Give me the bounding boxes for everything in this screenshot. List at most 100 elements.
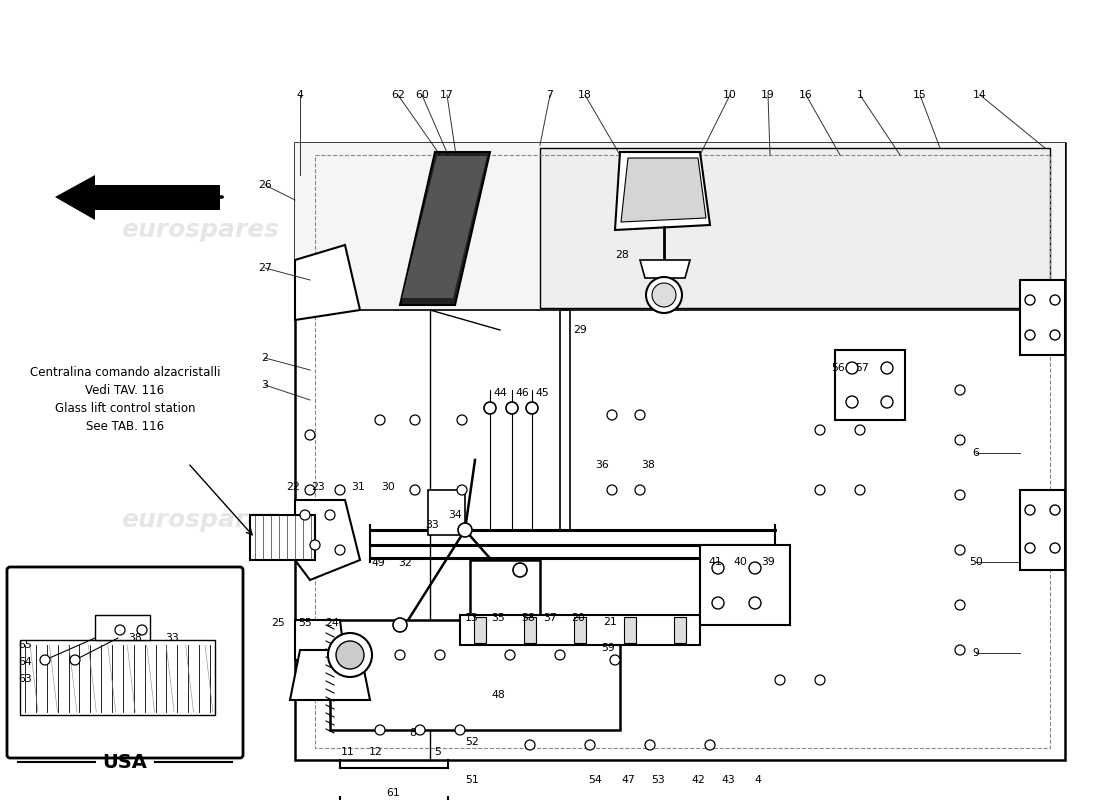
Circle shape bbox=[1025, 330, 1035, 340]
Circle shape bbox=[395, 650, 405, 660]
Text: 16: 16 bbox=[799, 90, 813, 100]
Circle shape bbox=[749, 597, 761, 609]
Circle shape bbox=[116, 625, 125, 635]
Text: 28: 28 bbox=[615, 250, 629, 260]
Text: 24: 24 bbox=[326, 618, 339, 628]
Text: 20: 20 bbox=[571, 613, 585, 623]
Text: 57: 57 bbox=[855, 363, 869, 373]
Text: 31: 31 bbox=[351, 482, 365, 492]
Polygon shape bbox=[674, 617, 686, 643]
Polygon shape bbox=[400, 152, 490, 305]
Text: 14: 14 bbox=[974, 90, 987, 100]
Text: eurospares: eurospares bbox=[471, 508, 629, 532]
Text: 2: 2 bbox=[262, 353, 268, 363]
Circle shape bbox=[955, 645, 965, 655]
Text: 44: 44 bbox=[493, 388, 507, 398]
FancyBboxPatch shape bbox=[250, 515, 315, 560]
Circle shape bbox=[846, 362, 858, 374]
Circle shape bbox=[456, 485, 468, 495]
Polygon shape bbox=[835, 350, 905, 420]
Text: 50: 50 bbox=[969, 557, 983, 567]
Text: 17: 17 bbox=[440, 90, 454, 100]
Polygon shape bbox=[574, 617, 586, 643]
Text: 34: 34 bbox=[448, 510, 462, 520]
Polygon shape bbox=[55, 175, 95, 220]
Text: 38: 38 bbox=[128, 633, 142, 643]
Text: 1: 1 bbox=[857, 90, 864, 100]
Text: 11: 11 bbox=[341, 747, 355, 757]
Circle shape bbox=[955, 545, 965, 555]
Circle shape bbox=[410, 415, 420, 425]
Circle shape bbox=[328, 633, 372, 677]
Text: 40: 40 bbox=[733, 557, 747, 567]
Text: 9: 9 bbox=[972, 648, 979, 658]
Polygon shape bbox=[474, 617, 486, 643]
Circle shape bbox=[652, 283, 676, 307]
Text: 58: 58 bbox=[521, 613, 535, 623]
Circle shape bbox=[776, 675, 785, 685]
Polygon shape bbox=[295, 500, 360, 580]
Polygon shape bbox=[95, 615, 150, 640]
Text: 39: 39 bbox=[761, 557, 774, 567]
Circle shape bbox=[846, 396, 858, 408]
Text: 59: 59 bbox=[601, 643, 615, 653]
Text: 25: 25 bbox=[271, 618, 285, 628]
Text: 7: 7 bbox=[547, 90, 553, 100]
Text: 15: 15 bbox=[913, 90, 927, 100]
Circle shape bbox=[300, 510, 310, 520]
Text: 61: 61 bbox=[386, 788, 400, 798]
Circle shape bbox=[955, 385, 965, 395]
Polygon shape bbox=[640, 260, 690, 278]
Text: 60: 60 bbox=[415, 90, 429, 100]
Circle shape bbox=[855, 425, 865, 435]
Polygon shape bbox=[700, 545, 790, 625]
Text: 54: 54 bbox=[588, 775, 602, 785]
Circle shape bbox=[646, 277, 682, 313]
Circle shape bbox=[456, 415, 468, 425]
Text: 13: 13 bbox=[465, 613, 478, 623]
Circle shape bbox=[525, 740, 535, 750]
Text: 62: 62 bbox=[392, 90, 405, 100]
Text: 52: 52 bbox=[465, 737, 478, 747]
Polygon shape bbox=[402, 156, 487, 298]
Circle shape bbox=[40, 655, 49, 665]
Circle shape bbox=[955, 600, 965, 610]
Circle shape bbox=[1050, 543, 1060, 553]
Circle shape bbox=[749, 562, 761, 574]
Circle shape bbox=[705, 740, 715, 750]
Text: 21: 21 bbox=[603, 617, 617, 627]
Circle shape bbox=[526, 402, 538, 414]
Circle shape bbox=[635, 410, 645, 420]
Circle shape bbox=[310, 540, 320, 550]
Polygon shape bbox=[290, 650, 370, 700]
Circle shape bbox=[556, 650, 565, 660]
Polygon shape bbox=[621, 158, 706, 222]
Text: 10: 10 bbox=[723, 90, 737, 100]
Text: 51: 51 bbox=[465, 775, 478, 785]
Circle shape bbox=[336, 545, 345, 555]
Text: 49: 49 bbox=[371, 558, 385, 568]
Circle shape bbox=[375, 415, 385, 425]
Text: 64: 64 bbox=[18, 657, 32, 667]
Circle shape bbox=[336, 641, 364, 669]
Circle shape bbox=[70, 655, 80, 665]
Text: 55: 55 bbox=[298, 618, 312, 628]
Polygon shape bbox=[428, 490, 465, 535]
Polygon shape bbox=[295, 245, 360, 320]
Polygon shape bbox=[295, 143, 1065, 310]
Polygon shape bbox=[615, 152, 710, 230]
Text: 46: 46 bbox=[515, 388, 529, 398]
Text: 5: 5 bbox=[434, 747, 441, 757]
Text: eurospares: eurospares bbox=[471, 288, 629, 312]
Text: 23: 23 bbox=[311, 482, 324, 492]
Circle shape bbox=[513, 563, 527, 577]
Text: 29: 29 bbox=[573, 325, 587, 335]
Circle shape bbox=[610, 655, 620, 665]
Polygon shape bbox=[540, 148, 1050, 308]
Circle shape bbox=[815, 485, 825, 495]
Circle shape bbox=[138, 625, 147, 635]
Text: 41: 41 bbox=[708, 557, 722, 567]
Text: 19: 19 bbox=[761, 90, 774, 100]
Circle shape bbox=[815, 425, 825, 435]
Circle shape bbox=[955, 490, 965, 500]
